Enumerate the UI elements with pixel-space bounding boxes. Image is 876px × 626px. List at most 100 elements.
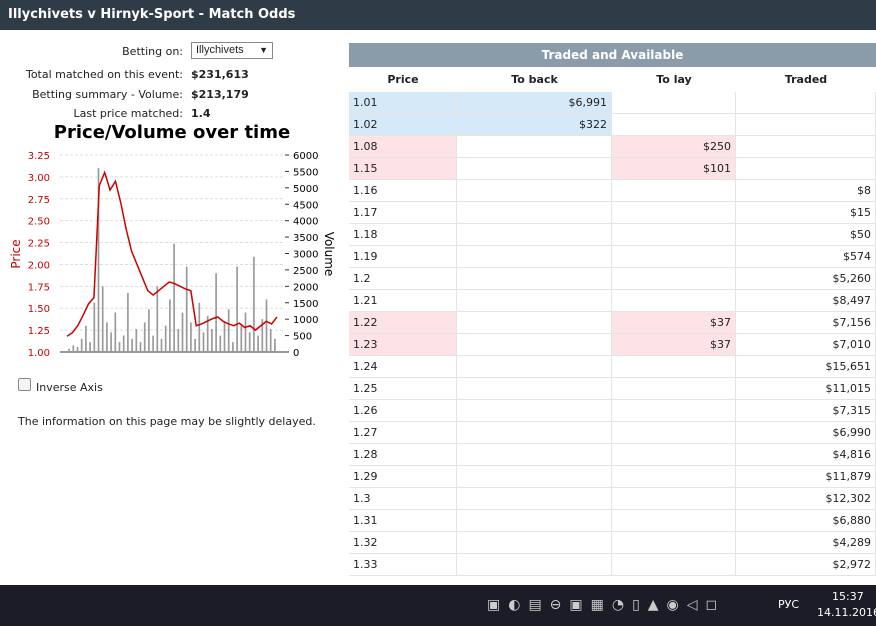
volume-bar xyxy=(269,329,272,352)
volume-bar xyxy=(169,299,171,352)
volume-bar xyxy=(68,348,70,352)
table-cell xyxy=(457,202,612,224)
table-cell xyxy=(457,312,612,334)
table-cell xyxy=(612,224,736,246)
table-cell: $7,315 xyxy=(736,400,876,422)
table-cell xyxy=(457,180,612,202)
info-label: Betting summary - Volume: xyxy=(32,87,183,101)
volume-bar xyxy=(135,329,138,352)
table-cell xyxy=(612,532,736,554)
table-cell: $6,990 xyxy=(736,422,876,444)
volume-bar xyxy=(148,309,150,352)
y-axis-label: Price xyxy=(9,239,23,268)
y-tick-label: 3.25 xyxy=(28,151,50,162)
table-cell xyxy=(457,466,612,488)
volume-bar xyxy=(194,338,196,352)
volume-bar xyxy=(274,338,276,352)
y2-tick-label: 1000 xyxy=(293,315,318,326)
table-cell xyxy=(612,400,736,422)
volume-bar xyxy=(198,302,201,352)
table-cell xyxy=(457,400,612,422)
table-cell: $2,972 xyxy=(736,554,876,576)
volume-bar xyxy=(80,338,83,352)
table-cell: $12,302 xyxy=(736,488,876,510)
table-cell xyxy=(612,114,736,136)
table-cell xyxy=(612,246,736,268)
y2-tick-label: 4000 xyxy=(293,217,318,228)
tray-icons[interactable]: ▣◐▤⊖▣▦◔▯▲◉◁◻ xyxy=(487,597,726,613)
table-cell: $50 xyxy=(736,224,876,246)
volume-bar xyxy=(160,338,163,352)
chart: Price/Volume over time Price Volume 1.00… xyxy=(9,122,336,359)
table-cell xyxy=(612,268,736,290)
table-cell: 1.01 xyxy=(349,92,457,114)
volume-bar xyxy=(89,342,91,352)
volume-bar xyxy=(139,342,142,352)
table-cell: $6,880 xyxy=(736,510,876,532)
volume-bar xyxy=(97,168,100,352)
table-cell xyxy=(736,114,876,136)
volume-bar xyxy=(85,325,87,352)
table-cell xyxy=(457,510,612,532)
table-cell xyxy=(612,488,736,510)
table-cell: $4,289 xyxy=(736,532,876,554)
table-cell: $8,497 xyxy=(736,290,876,312)
y-tick-label: 2.00 xyxy=(28,260,50,271)
table-cell: $7,010 xyxy=(736,334,876,356)
table-cell: $574 xyxy=(736,246,876,268)
volume-bar xyxy=(152,335,154,352)
table-cell: 1.29 xyxy=(349,466,457,488)
y2-tick-label: 500 xyxy=(293,332,312,343)
volume-bar xyxy=(122,335,125,352)
table-cell: 1.23 xyxy=(349,334,457,356)
table-cell xyxy=(736,92,876,114)
volume-bar xyxy=(164,325,167,352)
volume-bar xyxy=(240,325,243,352)
table-cell: $7,156 xyxy=(736,312,876,334)
volume-bar xyxy=(106,322,108,352)
table-cell xyxy=(612,466,736,488)
volume-bar xyxy=(127,292,129,352)
table-cell: $15,651 xyxy=(736,356,876,378)
odds-table: Traded and Available Price To back To lay T… xyxy=(349,43,876,587)
volume-bar xyxy=(236,266,238,352)
column-header: To back xyxy=(511,73,558,86)
y-tick-label: 3.00 xyxy=(28,173,50,184)
table-cell xyxy=(457,290,612,312)
y-tick-label: 2.25 xyxy=(28,239,50,250)
y2-tick-label: 3000 xyxy=(293,250,318,261)
volume-bar xyxy=(185,266,188,352)
checkbox[interactable] xyxy=(18,378,31,391)
betting-on-select[interactable]: Illychivets ▼ xyxy=(191,42,273,59)
clock-date[interactable]: 14.11.2016 xyxy=(817,606,876,619)
table-cell: 1.24 xyxy=(349,356,457,378)
select-value: Illychivets xyxy=(196,44,244,56)
info-value: 1.4 xyxy=(191,107,211,120)
table-cell: 1.02 xyxy=(349,114,457,136)
table-cell: 1.32 xyxy=(349,532,457,554)
volume-bar xyxy=(261,319,264,352)
table-cell: 1.25 xyxy=(349,378,457,400)
info-label: Total matched on this event: xyxy=(25,68,183,81)
delay-note: The information on this page may be slig… xyxy=(18,415,316,428)
table-cell xyxy=(457,136,612,158)
table-cell xyxy=(457,246,612,268)
table-cell: 1.18 xyxy=(349,224,457,246)
y2-tick-label: 2500 xyxy=(293,266,318,277)
volume-bar xyxy=(219,335,222,352)
volume-bar xyxy=(244,312,247,352)
y-tick-label: 1.75 xyxy=(28,282,50,293)
table-cell xyxy=(457,532,612,554)
volume-bar xyxy=(114,312,117,352)
clock-time[interactable]: 15:37 xyxy=(832,590,864,603)
table-cell: 1.2 xyxy=(349,268,457,290)
table-cell xyxy=(457,356,612,378)
table-cell: 1.21 xyxy=(349,290,457,312)
y2-tick-label: 6000 xyxy=(293,151,318,162)
y-tick-label: 1.00 xyxy=(28,348,50,359)
table-cell xyxy=(457,378,612,400)
language[interactable]: РУС xyxy=(778,598,800,611)
info-value: $231,613 xyxy=(191,68,249,81)
table-cell xyxy=(457,422,612,444)
